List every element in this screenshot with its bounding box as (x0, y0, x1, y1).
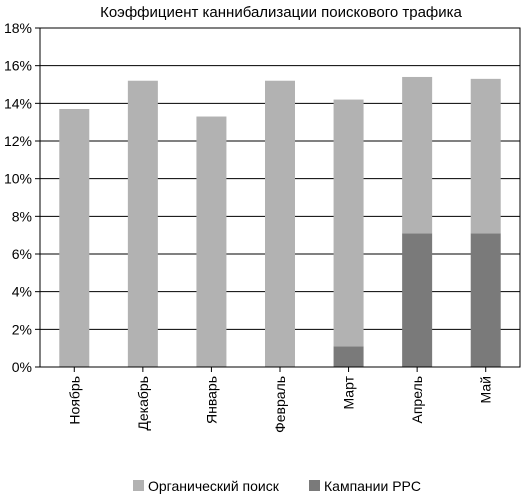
x-tick-label: Ноябрь (66, 376, 82, 425)
plot-area: 0% 2% 4% 6% 8% 10% 12% 14% 16% 18% Ноябрь Декабрь Ян… (4, 20, 521, 433)
y-tick-label: 10% (4, 171, 32, 187)
y-tick-label: 12% (4, 133, 32, 149)
y-tick-label: 6% (12, 246, 32, 262)
bar-ppc (402, 233, 433, 367)
x-tick-label: Март (341, 375, 357, 409)
bar-organic (196, 116, 227, 368)
legend: Органический поиск Кампании PPC (133, 478, 421, 494)
bar-organic (127, 80, 158, 367)
x-tick-label: Февраль (272, 376, 288, 433)
bar-ppc (470, 233, 501, 367)
x-tick-label: Декабрь (135, 376, 151, 431)
y-tick-label: 0% (12, 359, 32, 375)
bar-organic (470, 78, 501, 234)
bar-organic (59, 108, 90, 367)
legend-label: Кампании PPC (324, 478, 421, 494)
x-tick-label: Апрель (409, 376, 425, 424)
legend-swatch (133, 480, 144, 491)
x-tick-label: Январь (203, 376, 219, 424)
bar-organic (265, 80, 295, 367)
bar-organic (402, 76, 433, 234)
x-tick-label: Май (478, 376, 494, 403)
y-tick-label: 14% (4, 95, 32, 111)
y-tick-label: 16% (4, 58, 32, 74)
legend-label: Органический поиск (148, 478, 280, 494)
y-tick-label: 18% (4, 20, 32, 36)
bar-organic (333, 99, 364, 347)
y-tick-label: 2% (12, 321, 32, 337)
y-tick-label: 8% (12, 208, 32, 224)
plot-frame (39, 27, 521, 368)
legend-swatch (309, 480, 320, 491)
chart-title: Коэффициент каннибализации поискового тр… (100, 4, 462, 21)
bar-ppc (333, 346, 364, 367)
y-tick-label: 4% (12, 284, 32, 300)
